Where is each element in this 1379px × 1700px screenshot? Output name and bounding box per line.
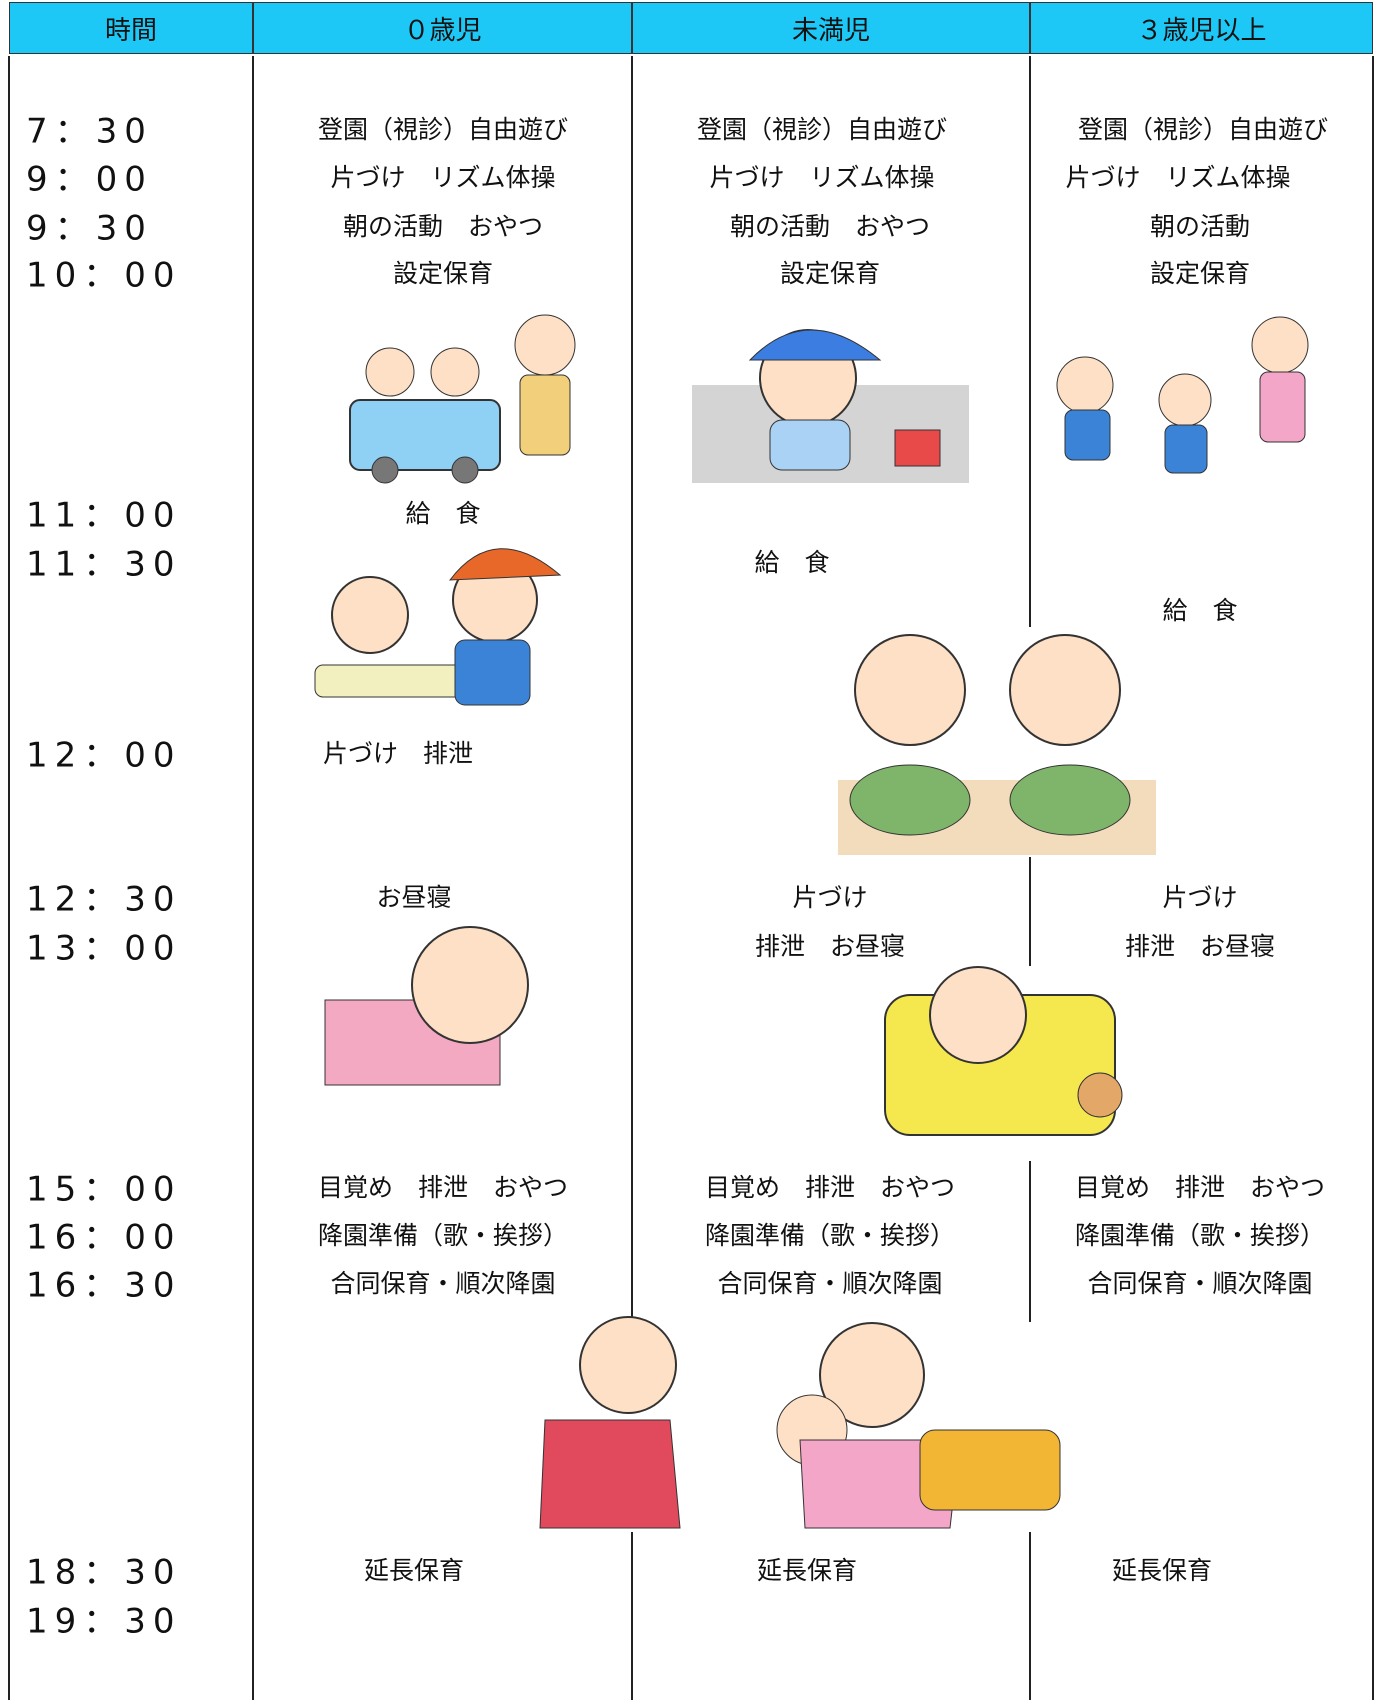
activity: 延長保育	[1111, 1556, 1213, 1585]
activity: 給 食	[1162, 596, 1238, 625]
activity: 片づけ リズム体操	[709, 163, 935, 192]
column-header: 時間	[9, 2, 253, 54]
column-header: ３歳児以上	[1030, 2, 1373, 54]
activity: 登園（視診）自由遊び	[1077, 115, 1329, 144]
activity: 目覚め 排泄 おやつ	[1074, 1173, 1326, 1202]
illustration-stroller	[349, 314, 576, 484]
activity: 朝の活動 おやつ	[342, 212, 544, 241]
time: 9：00	[26, 159, 153, 200]
activity: 降園準備（歌・挨拶）	[317, 1221, 569, 1250]
column-header: 未満児	[632, 2, 1030, 54]
activity: 給 食	[754, 548, 830, 577]
activity: 片づけ リズム体操	[330, 163, 556, 192]
illustration-feeding	[314, 548, 562, 706]
activity: 排泄 お昼寝	[1124, 932, 1276, 961]
time: 7：30	[26, 111, 153, 152]
time: 11：00	[26, 495, 182, 536]
activity: 設定保育	[779, 259, 881, 288]
time: 10：00	[26, 255, 182, 296]
column-header: ０歳児	[253, 2, 632, 54]
time: 11：30	[26, 544, 182, 585]
activity: 設定保育	[392, 259, 494, 288]
activity: 片づけ	[1162, 883, 1238, 912]
illustration-lunch	[838, 634, 1156, 855]
time: 15：00	[26, 1169, 182, 1210]
activity: 延長保育	[363, 1556, 465, 1585]
activity: 朝の活動	[1149, 212, 1251, 241]
activity: 登園（視診）自由遊び	[696, 115, 948, 144]
activity: お昼寝	[376, 883, 452, 912]
activity: 降園準備（歌・挨拶）	[704, 1221, 956, 1250]
time: 13：00	[26, 928, 182, 969]
illustration-nap-child	[884, 966, 1123, 1136]
time: 12：30	[26, 879, 182, 920]
illustration-sandbox	[692, 329, 969, 483]
illustration-nap-baby	[324, 926, 529, 1086]
activity: 片づけ	[792, 883, 868, 912]
activity: 合同保育・順次降園	[330, 1269, 556, 1298]
activity: 降園準備（歌・挨拶）	[1074, 1221, 1326, 1250]
time: 16：00	[26, 1217, 182, 1258]
time: 19：30	[26, 1601, 182, 1642]
activity: 登園（視診）自由遊び	[317, 115, 569, 144]
activity: 合同保育・順次降園	[717, 1269, 943, 1298]
activity: 給 食	[405, 499, 481, 528]
activity: 片づけ 排泄	[322, 739, 474, 768]
time: 16：30	[26, 1265, 182, 1306]
illustration-playing	[1056, 316, 1309, 474]
activity: 片づけ リズム体操	[1065, 163, 1291, 192]
time: 18：30	[26, 1552, 182, 1593]
time: 12：00	[26, 735, 182, 776]
activity: 合同保育・順次降園	[1087, 1269, 1313, 1298]
activity: 目覚め 排泄 おやつ	[317, 1173, 569, 1202]
activity: 設定保育	[1149, 259, 1251, 288]
activity: 延長保育	[756, 1556, 858, 1585]
time: 9：30	[26, 208, 153, 249]
activity: 排泄 お昼寝	[754, 932, 906, 961]
illustration-pickup	[539, 1316, 1061, 1529]
activity: 目覚め 排泄 おやつ	[704, 1173, 956, 1202]
activity: 朝の活動 おやつ	[729, 212, 931, 241]
